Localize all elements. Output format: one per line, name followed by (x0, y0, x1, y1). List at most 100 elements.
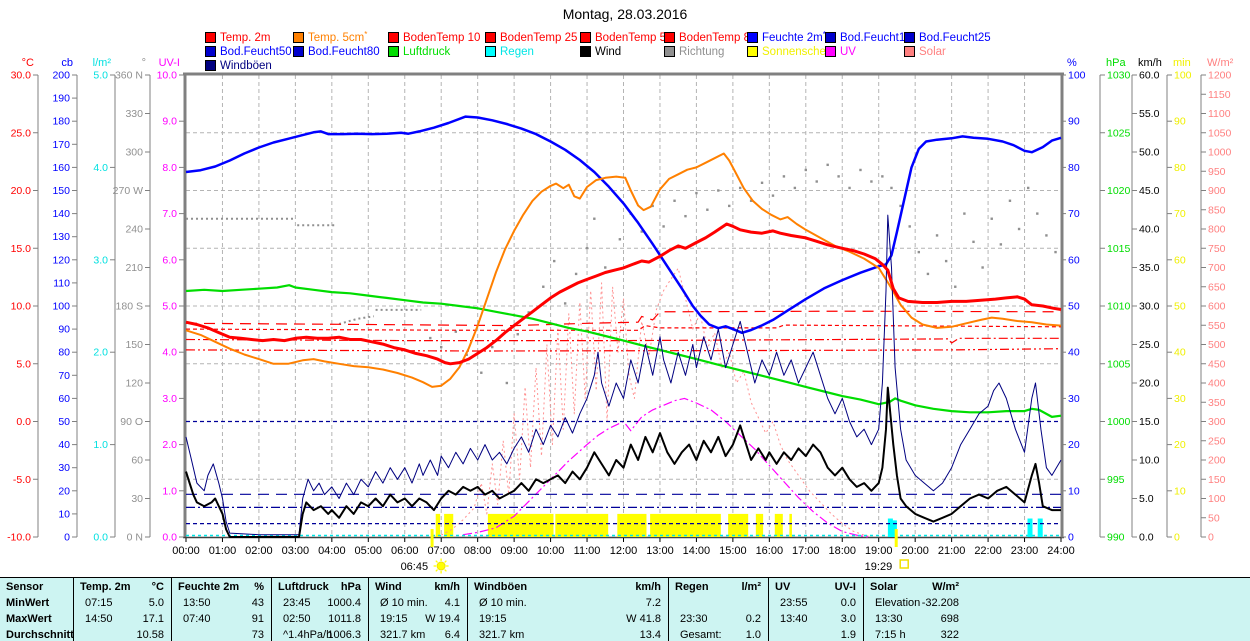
x-label: 07:00 (427, 545, 455, 557)
table-col-header: Windböen (474, 581, 528, 593)
table-col-header: Solar (870, 581, 898, 593)
axis-label: 150 (125, 339, 143, 351)
legend-swatch (904, 46, 915, 57)
axis-label: 6.0 (162, 254, 177, 266)
axis-label: 250 (1208, 435, 1226, 447)
axis-label: 5.0 (16, 358, 31, 370)
weather-chart-svg: °C -10.0 -5.0 0.0 5.0 10.0 15.0 20.0 25.0 30.0 cb 0… (7, 57, 1234, 574)
series-regen-bar (1037, 518, 1043, 537)
series-richtung-dot (465, 353, 468, 356)
series-sonnenschein-bar (774, 513, 783, 537)
axis-label: 1025 (1107, 127, 1131, 139)
axis-label: 850 (1208, 204, 1226, 216)
series-richtung-dot (604, 266, 607, 269)
axis-label: 110 (53, 277, 70, 289)
axis-label: 0.0 (162, 532, 177, 544)
axis-label: 30 (1174, 393, 1186, 405)
table-value-time: 07:15 (85, 597, 113, 609)
table-col-header: Feuchte 2m (178, 581, 240, 593)
series-richtung-dot (981, 266, 984, 269)
series-richtung-dot (553, 259, 556, 263)
axis-label: 500 (1208, 339, 1226, 351)
table-col-unit: km/h (635, 581, 661, 593)
series-richtung-dot (749, 199, 753, 202)
page-title: Montag, 28.03.2016 (562, 6, 688, 22)
x-label: 12:00 (610, 545, 638, 557)
axis-label: 170 (52, 139, 70, 151)
series-richtung-dot (1008, 199, 1012, 202)
axis-label: 2.0 (162, 439, 177, 451)
legend-swatch (904, 32, 915, 43)
legend-swatch (664, 32, 675, 43)
axis-label: 80 (1174, 162, 1186, 174)
table-value: -32.208 (921, 597, 959, 609)
series-sonnenschein-bar (487, 513, 554, 537)
table-value: W 41.8 (626, 613, 661, 625)
table-separator (171, 578, 172, 641)
axis-label: 15.0 (1139, 416, 1160, 428)
legend-item: Windböen (205, 57, 272, 72)
table-value: 698 (940, 613, 959, 625)
axis-label: 5.0 (162, 301, 177, 313)
series-sonnenschein-bar (444, 513, 454, 537)
axis-label: W/m² (1207, 57, 1234, 69)
legend-swatch (580, 46, 591, 57)
series-uv (463, 397, 868, 538)
legend-item: Wind (580, 43, 621, 58)
table-value-time: 321.7 km (380, 629, 426, 641)
series-temp-5cm- (185, 152, 1062, 388)
axis-label: 100 (1068, 70, 1086, 82)
axis-label: 900 (1208, 185, 1226, 197)
legend-item: Sonnenschein (747, 43, 835, 58)
axis-label: 950 (1208, 166, 1226, 178)
series-richtung-dot (935, 234, 939, 237)
x-label: 16:00 (756, 545, 784, 557)
axis-label: 70 (58, 370, 70, 382)
x-label: 15:00 (719, 545, 747, 557)
legend-item-label: BodenTemp 50 (595, 32, 673, 44)
legend-item: BodenTemp 25 (485, 29, 577, 44)
table-col-header: Wind (375, 581, 402, 593)
axis-label: 100 (1174, 70, 1192, 82)
axis-label: 450 (1208, 358, 1226, 370)
axis-label: 25.0 (11, 127, 32, 139)
axis-label: 995 (1107, 474, 1125, 486)
axis-label: 50 (1208, 512, 1220, 524)
table-value-time: 23:45 (283, 597, 311, 609)
series-wind (185, 386, 1061, 538)
legend-swatch (293, 46, 304, 57)
table-col-unit: °C (151, 581, 164, 593)
series-richtung-dot (640, 230, 643, 233)
series-sonnenschein-bar (728, 513, 749, 537)
axis-label: 800 (1208, 224, 1226, 236)
axis-label: 140 (52, 208, 70, 220)
axis-label: 200 (1208, 455, 1226, 467)
table-value: 73 (251, 629, 264, 641)
legend-swatch (205, 60, 216, 71)
series-richtung-dot (516, 333, 519, 336)
axis-label: 30 (1068, 393, 1080, 405)
sun-ray (435, 569, 439, 572)
axis-label: 180 S (116, 301, 143, 313)
series-solar (440, 267, 872, 538)
x-label: 17:00 (792, 545, 820, 557)
axis-label: 0.0 (1139, 532, 1154, 544)
axis-label: 400 (1208, 378, 1226, 390)
series-richtung-dot (1045, 234, 1048, 237)
series-bodentemp-80 (185, 348, 1062, 352)
axis-label: 0 (64, 532, 70, 544)
axis-label: 1010 (1107, 301, 1131, 313)
axis-label: 1150 (1208, 89, 1231, 101)
x-label: 14:00 (683, 545, 711, 557)
axis-label: 150 (52, 185, 70, 197)
table-value-time: 02:50 (283, 613, 311, 625)
x-label: 09:00 (500, 545, 528, 557)
axis-label: 10 (1174, 485, 1186, 497)
legend-item-label: Bod.Feucht25 (919, 32, 991, 44)
legend-item: Temp. 2m (205, 29, 271, 44)
table-value: 10.58 (136, 629, 164, 641)
series-richtung-dot (760, 181, 764, 184)
series-richtung-dot (963, 212, 966, 215)
table-value: 5.0 (148, 597, 164, 609)
